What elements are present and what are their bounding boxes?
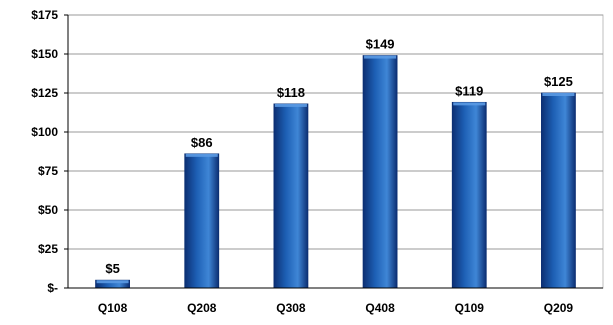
data-labels: $5 $86 $118 $149 $119 $125: [105, 37, 573, 277]
x-tick-label: Q109: [455, 301, 485, 315]
bar: [273, 103, 309, 289]
bar-q408: [362, 55, 398, 289]
x-tick-label: Q209: [544, 301, 574, 315]
x-tick-label: Q408: [365, 301, 395, 315]
bar: [541, 92, 576, 289]
bar: [184, 153, 220, 289]
bar-top-highlight: [185, 153, 218, 157]
bar-q108: [95, 279, 130, 289]
bar: [451, 101, 487, 289]
bar-top-highlight: [453, 102, 486, 106]
y-tick-label: $100: [31, 125, 58, 139]
x-tick-label: Q308: [276, 301, 306, 315]
data-label: $125: [544, 74, 573, 89]
bar-q109: [451, 101, 487, 289]
x-tick-label: Q208: [187, 301, 217, 315]
y-tick-label: $75: [38, 164, 58, 178]
bar-q208: [184, 153, 220, 289]
gridlines: [68, 14, 603, 250]
data-label: $86: [191, 135, 213, 150]
x-axis-ticks: Q108 Q208 Q308 Q408 Q109 Q209: [68, 287, 603, 315]
plot-area: [67, 14, 604, 289]
data-label: $149: [366, 37, 395, 52]
data-label: $5: [105, 261, 119, 276]
y-tick-label: $50: [38, 203, 58, 217]
plot-border: [67, 14, 604, 289]
y-tick-label: $25: [38, 242, 58, 256]
data-label: $119: [455, 83, 483, 98]
y-tick-label: $-: [47, 281, 58, 295]
y-tick-label: $125: [31, 86, 58, 100]
x-tick-label: Q108: [98, 301, 128, 315]
bar-q308: [273, 103, 309, 289]
bar: [362, 55, 398, 289]
y-axis-ticks: $- $25 $50 $75 $100 $125 $150 $175: [31, 8, 69, 295]
data-label: $118: [277, 85, 305, 100]
y-tick-label: $175: [31, 8, 58, 22]
y-tick-label: $150: [31, 47, 58, 61]
bar-top-highlight: [274, 103, 307, 107]
bar-top-highlight: [542, 93, 575, 96]
bars: [95, 55, 576, 289]
bar-top-highlight: [96, 280, 129, 284]
bar-q209: [541, 92, 576, 289]
bar-top-highlight: [364, 55, 397, 59]
